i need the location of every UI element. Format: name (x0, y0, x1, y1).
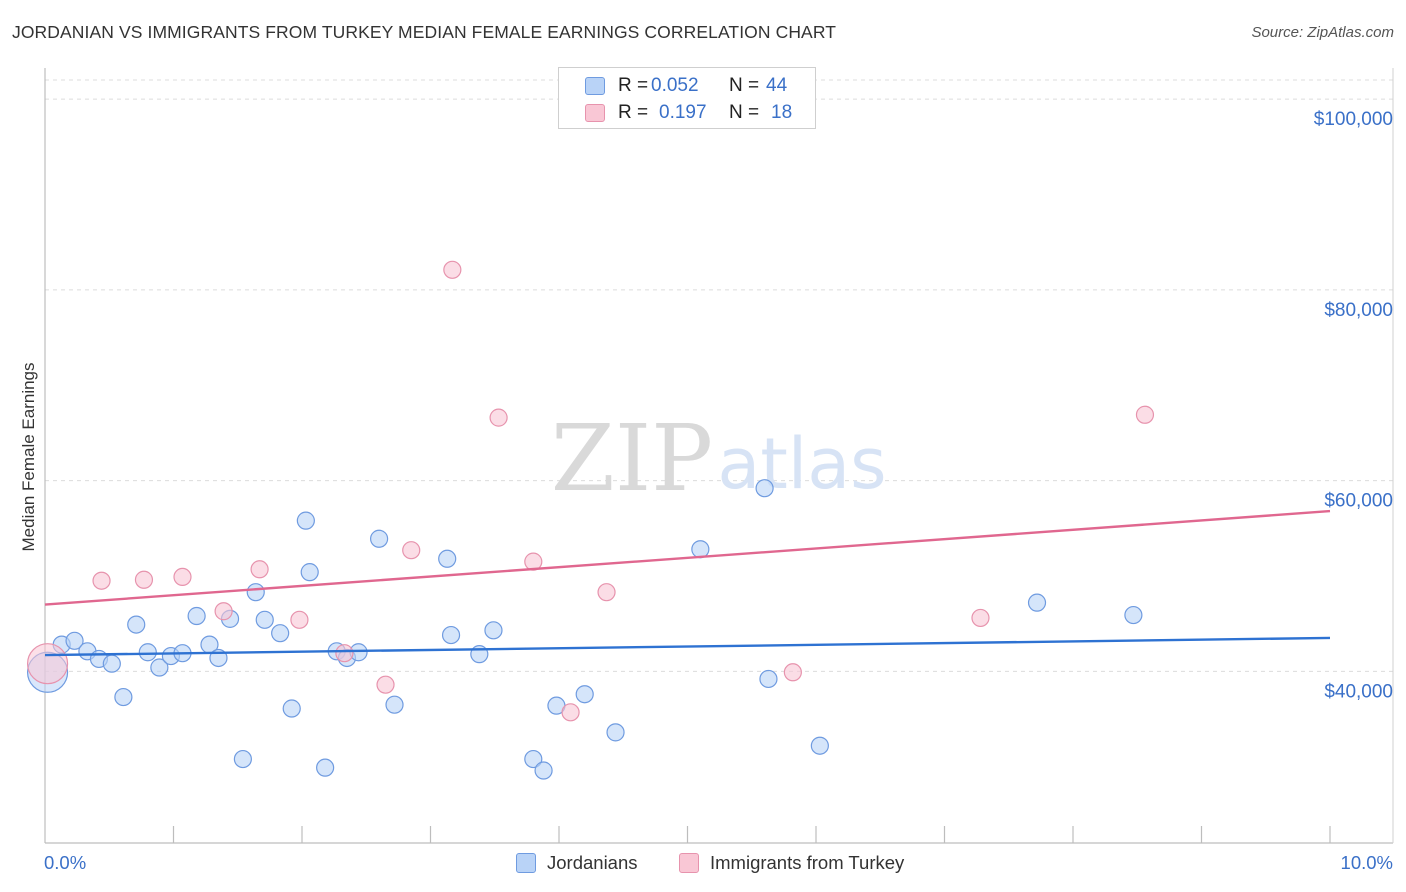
jordanian-point (1027, 593, 1047, 612)
turkey-point (489, 408, 508, 427)
jordanian-point (187, 606, 206, 626)
jordanian-point (691, 540, 710, 559)
x-tick-label: 0.0% (44, 852, 86, 873)
jordanian-point (575, 685, 594, 704)
jordanian-point (484, 621, 503, 640)
correlation-legend: R = 0.052 N = 44 R = 0.197 N = 18 (558, 67, 816, 129)
turkey-trend-line (44, 509, 1331, 606)
grid-layer (45, 79, 1393, 672)
jordanian-point (606, 723, 625, 742)
watermark-zip: ZIP (551, 405, 713, 512)
jordanian-point (296, 511, 315, 530)
jordanian-point (759, 669, 778, 689)
legend-n-value: 18 (771, 102, 793, 123)
turkey-point (443, 260, 462, 279)
turkey-point (26, 643, 69, 685)
turkey-point (290, 610, 309, 629)
jordanian-point (370, 529, 389, 548)
watermark: ZIP atlas (551, 405, 887, 512)
turkey-point (250, 560, 269, 579)
jordanian-point (316, 758, 335, 777)
bottom-legend-label-jordanians: Jordanians (547, 852, 638, 873)
turkey-point (1135, 405, 1155, 424)
jordanian-point (300, 563, 319, 582)
y-tick-label: $100,000 (1314, 109, 1393, 130)
turkey-point (561, 703, 580, 722)
jordanian-point (441, 625, 461, 645)
jordanian-point (810, 736, 829, 755)
turkey-point (597, 583, 616, 602)
turkey-point (402, 541, 421, 560)
turkey-point (173, 567, 192, 587)
jordanian-point (438, 549, 457, 568)
jordanian-point (271, 624, 290, 643)
jordanian-point (102, 654, 121, 673)
legend-r-value: 0.197 (659, 102, 707, 123)
jordanian-trend-line (44, 636, 1331, 657)
turkey-point (134, 570, 154, 589)
jordanian-point (755, 479, 774, 498)
jordanian-point (150, 658, 169, 677)
turkey-point (971, 608, 990, 628)
turkey-point (214, 602, 233, 621)
legend-n-label: N = (729, 75, 760, 96)
jordanian-point (282, 699, 301, 718)
y-tick-label: $40,000 (1324, 681, 1393, 702)
y-tick-label: $60,000 (1324, 491, 1393, 512)
legend-n-value: 44 (766, 75, 788, 96)
legend-r-label: R = (618, 102, 649, 123)
turkey-point (783, 663, 802, 682)
bottom-legend-swatch-turkey (679, 853, 699, 873)
legend-r-label: R = (618, 75, 649, 96)
legend-swatch-jordanians (585, 77, 605, 95)
jordanian-point (114, 687, 133, 707)
chart-title: JORDANIAN VS IMMIGRANTS FROM TURKEY MEDI… (12, 22, 837, 42)
jordanian-point (65, 631, 84, 650)
jordanian-point (524, 749, 543, 769)
jordanian-point (255, 610, 274, 629)
points-layer (26, 260, 1155, 780)
y-axis-label: Median Female Earnings (19, 363, 38, 552)
watermark-atlas: atlas (717, 423, 886, 505)
turkey-point (92, 571, 111, 590)
axis-layer: $40,000 $60,000 $80,000 $100,000 0.0% 10.0% (44, 68, 1394, 873)
legend-row-turkey: R = 0.197 N = 18 (559, 102, 817, 126)
bottom-legend-label-turkey: Immigrants from Turkey (710, 852, 905, 873)
jordanian-point (246, 583, 265, 602)
jordanian-point (534, 761, 553, 780)
jordanian-point (138, 643, 157, 662)
jordanian-point (385, 695, 404, 714)
jordanian-point (1124, 605, 1143, 625)
legend-swatch-turkey (585, 104, 605, 122)
turkey-point (376, 675, 395, 694)
trend-layer (44, 509, 1331, 657)
source-label: Source: ZipAtlas.com (1251, 24, 1394, 41)
x-tick-label: 10.0% (1341, 852, 1393, 873)
jordanian-point (127, 615, 146, 634)
jordanian-point (233, 749, 252, 769)
legend-r-value: 0.052 (651, 75, 699, 96)
legend-n-label: N = (729, 102, 760, 123)
y-tick-label: $80,000 (1324, 300, 1393, 321)
turkey-point (335, 644, 354, 663)
legend-row-jordanians: R = 0.052 N = 44 (559, 75, 817, 99)
bottom-legend-swatch-jordanians (516, 853, 536, 873)
